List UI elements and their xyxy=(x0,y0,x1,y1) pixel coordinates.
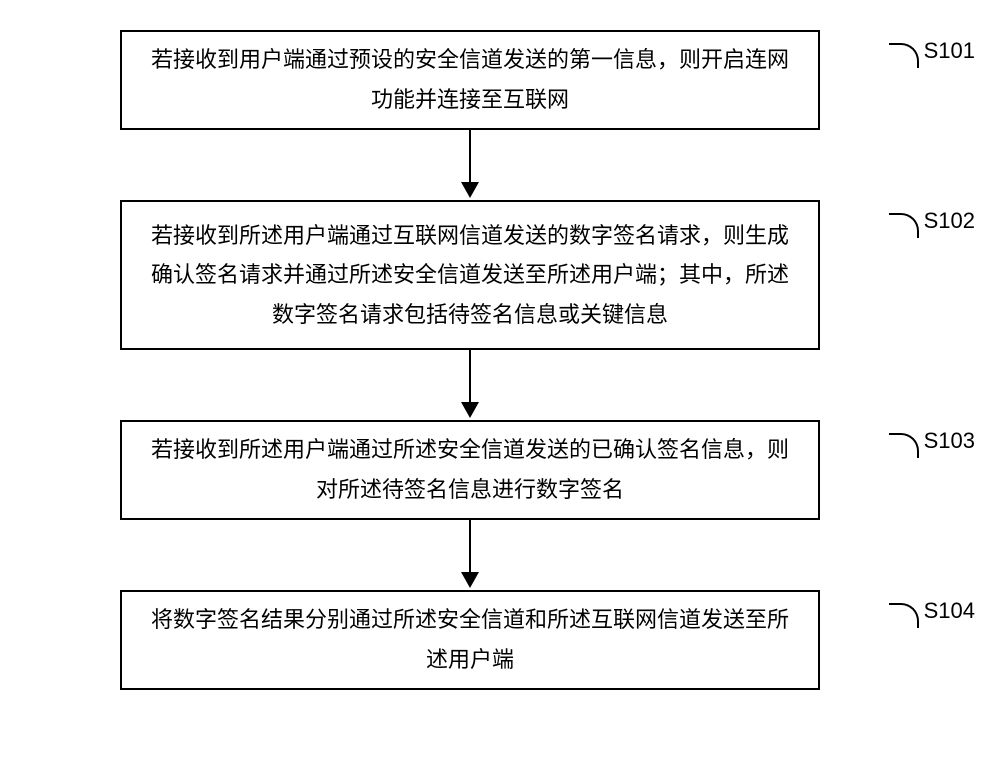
step-label-wrap-1: S101 xyxy=(889,38,975,64)
step-box-2: 若接收到所述用户端通过互联网信道发送的数字签名请求，则生成确认签名请求并通过所述… xyxy=(120,200,820,350)
step-label-3: S103 xyxy=(924,428,975,454)
flowchart-container: 若接收到用户端通过预设的安全信道发送的第一信息，则开启连网功能并连接至互联网 S… xyxy=(0,0,1000,690)
connector-curve-icon xyxy=(889,213,919,238)
arrow-2 xyxy=(461,350,479,420)
arrow-line-icon xyxy=(469,520,471,572)
arrow-1 xyxy=(461,130,479,200)
step-label-1: S101 xyxy=(924,38,975,64)
step-row-2: 若接收到所述用户端通过互联网信道发送的数字签名请求，则生成确认签名请求并通过所述… xyxy=(60,200,880,350)
arrow-3 xyxy=(461,520,479,590)
connector-curve-icon xyxy=(889,603,919,628)
step-label-2: S102 xyxy=(924,208,975,234)
step-label-wrap-4: S104 xyxy=(889,598,975,624)
connector-curve-icon xyxy=(889,43,919,68)
step-row-4: 将数字签名结果分别通过所述安全信道和所述互联网信道发送至所述用户端 S104 xyxy=(60,590,880,690)
step-label-4: S104 xyxy=(924,598,975,624)
arrow-head-icon xyxy=(461,402,479,418)
step-label-wrap-2: S102 xyxy=(889,208,975,234)
connector-curve-icon xyxy=(889,433,919,458)
step-text-1: 若接收到用户端通过预设的安全信道发送的第一信息，则开启连网功能并连接至互联网 xyxy=(146,40,794,119)
step-box-1: 若接收到用户端通过预设的安全信道发送的第一信息，则开启连网功能并连接至互联网 xyxy=(120,30,820,130)
step-box-4: 将数字签名结果分别通过所述安全信道和所述互联网信道发送至所述用户端 xyxy=(120,590,820,690)
step-text-2: 若接收到所述用户端通过互联网信道发送的数字签名请求，则生成确认签名请求并通过所述… xyxy=(146,216,794,335)
arrow-head-icon xyxy=(461,572,479,588)
arrow-line-icon xyxy=(469,130,471,182)
step-box-3: 若接收到所述用户端通过所述安全信道发送的已确认签名信息，则对所述待签名信息进行数… xyxy=(120,420,820,520)
arrow-head-icon xyxy=(461,182,479,198)
step-label-wrap-3: S103 xyxy=(889,428,975,454)
step-row-3: 若接收到所述用户端通过所述安全信道发送的已确认签名信息，则对所述待签名信息进行数… xyxy=(60,420,880,520)
step-text-4: 将数字签名结果分别通过所述安全信道和所述互联网信道发送至所述用户端 xyxy=(146,600,794,679)
arrow-line-icon xyxy=(469,350,471,402)
step-text-3: 若接收到所述用户端通过所述安全信道发送的已确认签名信息，则对所述待签名信息进行数… xyxy=(146,430,794,509)
step-row-1: 若接收到用户端通过预设的安全信道发送的第一信息，则开启连网功能并连接至互联网 S… xyxy=(60,30,880,130)
